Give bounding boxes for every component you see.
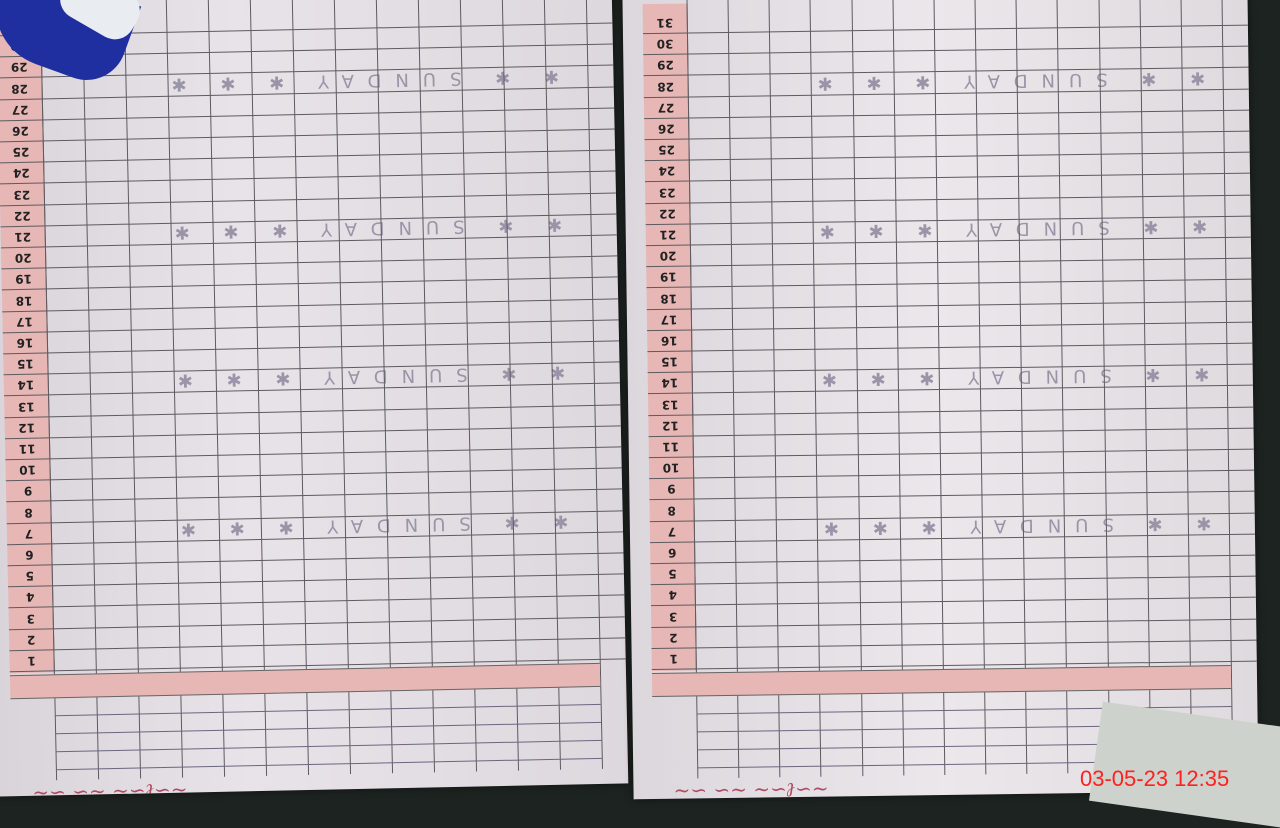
- day-number: 25: [658, 142, 676, 158]
- day-number: 1: [669, 651, 678, 666]
- day-number: 28: [657, 79, 675, 94]
- day-number: 3: [26, 611, 36, 626]
- day-number: 18: [15, 293, 33, 308]
- day-number: 6: [25, 547, 34, 562]
- right-register-page: 1 2 3 4 5 6 7 ✱ ✱ SUNDAY ✱ ✱ ✱ 8 9 10 11 12 13 14 ✱ ✱ S…: [622, 0, 1259, 800]
- day-number: 15: [661, 354, 679, 370]
- camera-timestamp: 03-05-23 12:35: [1080, 766, 1230, 791]
- day-number: 16: [16, 335, 34, 351]
- day-number: 23: [13, 187, 31, 202]
- day-number: 26: [12, 123, 30, 139]
- day-number: 19: [15, 272, 33, 287]
- day-number: 2: [669, 630, 678, 645]
- name-entries: [54, 687, 602, 771]
- day-number: 10: [19, 462, 37, 478]
- handwritten-signature: ~∽ℓ∽~ ~∽ ∽~: [32, 778, 188, 797]
- day-number: 8: [24, 505, 33, 520]
- day-number: 5: [668, 566, 677, 582]
- day-number: 6: [667, 545, 677, 560]
- day-number: 13: [661, 397, 679, 412]
- handwritten-signature: ~∽ℓ∽~ ~∽ ∽~: [673, 777, 829, 800]
- day-number: 27: [657, 100, 675, 115]
- day-number: 23: [658, 185, 676, 200]
- day-number: 30: [656, 36, 674, 52]
- day-number: 26: [657, 121, 675, 136]
- day-number: 12: [18, 420, 36, 435]
- day-number: 7: [667, 524, 677, 539]
- day-number: 11: [662, 439, 680, 454]
- day-number: 13: [17, 399, 35, 414]
- day-number: 21: [659, 227, 677, 242]
- day-number: 17: [16, 314, 34, 329]
- day-number: 19: [659, 270, 677, 285]
- day-number: 22: [659, 206, 676, 221]
- day-number: 21: [14, 229, 32, 245]
- left-register-page: 1 2 3 4 5 6 7 ✱ ✱ SUNDAY ✱ ✱ ✱ 8 9 10 11 12 13 14 ✱ ✱ S…: [0, 0, 629, 797]
- day-number: 7: [24, 526, 34, 541]
- day-number: 16: [660, 333, 678, 348]
- day-number: 25: [12, 144, 30, 160]
- day-number: 14: [17, 378, 35, 393]
- day-number: 18: [660, 291, 678, 306]
- day-number: 24: [12, 166, 30, 181]
- day-number: 17: [660, 312, 678, 327]
- day-number: 29: [656, 58, 674, 73]
- day-number: 15: [16, 356, 34, 372]
- day-number: 27: [11, 102, 29, 117]
- day-number: 9: [667, 482, 676, 497]
- day-number: 4: [25, 590, 35, 605]
- day-number: 22: [13, 208, 31, 223]
- day-number: 31: [656, 15, 674, 30]
- day-number: 10: [662, 460, 680, 476]
- day-number: 12: [661, 418, 679, 433]
- day-number: 11: [18, 441, 36, 457]
- day-number: 24: [658, 164, 676, 179]
- day-number: 20: [659, 248, 677, 264]
- day-number: 5: [25, 568, 35, 584]
- day-number: 9: [23, 484, 33, 499]
- day-number: 28: [11, 81, 29, 96]
- day-number: 20: [14, 250, 32, 266]
- day-number: 8: [667, 503, 676, 518]
- day-number: 1: [27, 653, 36, 668]
- day-number: 2: [26, 632, 36, 647]
- day-number: 3: [668, 609, 678, 624]
- day-number: 14: [661, 376, 679, 391]
- day-number: 4: [668, 588, 678, 603]
